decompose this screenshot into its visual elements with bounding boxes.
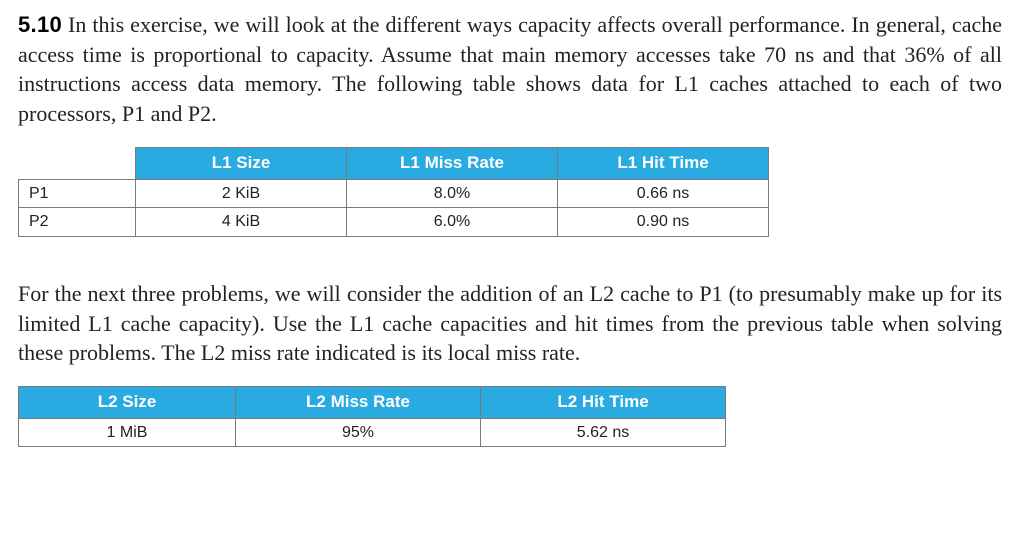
cell: 1 MiB xyxy=(19,418,236,447)
col-header-l1-hit-time: L1 Hit Time xyxy=(558,147,769,179)
cell: 5.62 ns xyxy=(481,418,726,447)
cell: 8.0% xyxy=(347,179,558,208)
col-header-l1-miss-rate: L1 Miss Rate xyxy=(347,147,558,179)
table-header-row: L2 Size L2 Miss Rate L2 Hit Time xyxy=(19,386,726,418)
row-label-p1: P1 xyxy=(19,179,136,208)
intro-text: In this exercise, we will look at the di… xyxy=(18,12,1002,126)
spacer xyxy=(18,265,1002,279)
table-row: P2 4 KiB 6.0% 0.90 ns xyxy=(19,208,769,237)
col-header-l1-size: L1 Size xyxy=(136,147,347,179)
cell: 0.90 ns xyxy=(558,208,769,237)
col-header-l2-size: L2 Size xyxy=(19,386,236,418)
intro-paragraph: 5.10 In this exercise, we will look at t… xyxy=(18,10,1002,129)
table-header-row: L1 Size L1 Miss Rate L1 Hit Time xyxy=(19,147,769,179)
table-row: P1 2 KiB 8.0% 0.66 ns xyxy=(19,179,769,208)
cell: 2 KiB xyxy=(136,179,347,208)
cell: 95% xyxy=(236,418,481,447)
col-header-l2-hit-time: L2 Hit Time xyxy=(481,386,726,418)
blank-header xyxy=(19,147,136,179)
table-row: 1 MiB 95% 5.62 ns xyxy=(19,418,726,447)
exercise-number: 5.10 xyxy=(18,12,62,37)
row-label-p2: P2 xyxy=(19,208,136,237)
cell: 6.0% xyxy=(347,208,558,237)
cell: 0.66 ns xyxy=(558,179,769,208)
l1-cache-table: L1 Size L1 Miss Rate L1 Hit Time P1 2 Ki… xyxy=(18,147,769,237)
exercise-page: 5.10 In this exercise, we will look at t… xyxy=(0,0,1024,548)
l2-paragraph: For the next three problems, we will con… xyxy=(18,279,1002,368)
l2-cache-table: L2 Size L2 Miss Rate L2 Hit Time 1 MiB 9… xyxy=(18,386,726,448)
col-header-l2-miss-rate: L2 Miss Rate xyxy=(236,386,481,418)
cell: 4 KiB xyxy=(136,208,347,237)
